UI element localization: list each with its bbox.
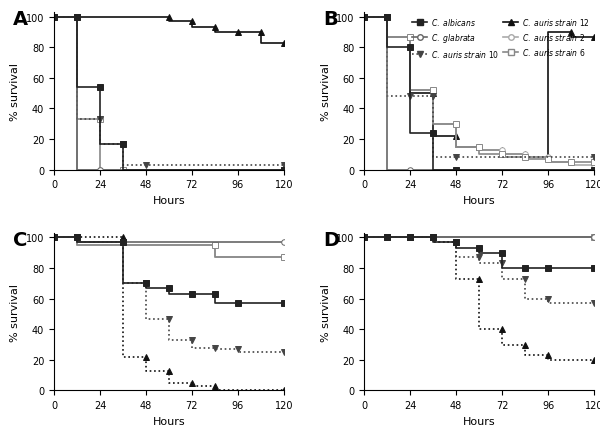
Text: B: B	[323, 10, 338, 29]
X-axis label: Hours: Hours	[463, 416, 496, 426]
X-axis label: Hours: Hours	[463, 196, 496, 206]
Legend: $\it{C.\ albicans}$, $\it{C.\ glabrata}$, $\it{C.\ auris\ strain\ 10}$, $\it{C.\: $\it{C.\ albicans}$, $\it{C.\ glabrata}$…	[409, 14, 593, 62]
Y-axis label: % survival: % survival	[320, 63, 331, 121]
Text: C: C	[13, 230, 27, 249]
X-axis label: Hours: Hours	[152, 416, 185, 426]
Y-axis label: % survival: % survival	[320, 283, 331, 341]
Text: D: D	[323, 230, 339, 249]
Y-axis label: % survival: % survival	[10, 63, 20, 121]
Y-axis label: % survival: % survival	[10, 283, 20, 341]
Text: A: A	[13, 10, 28, 29]
X-axis label: Hours: Hours	[152, 196, 185, 206]
